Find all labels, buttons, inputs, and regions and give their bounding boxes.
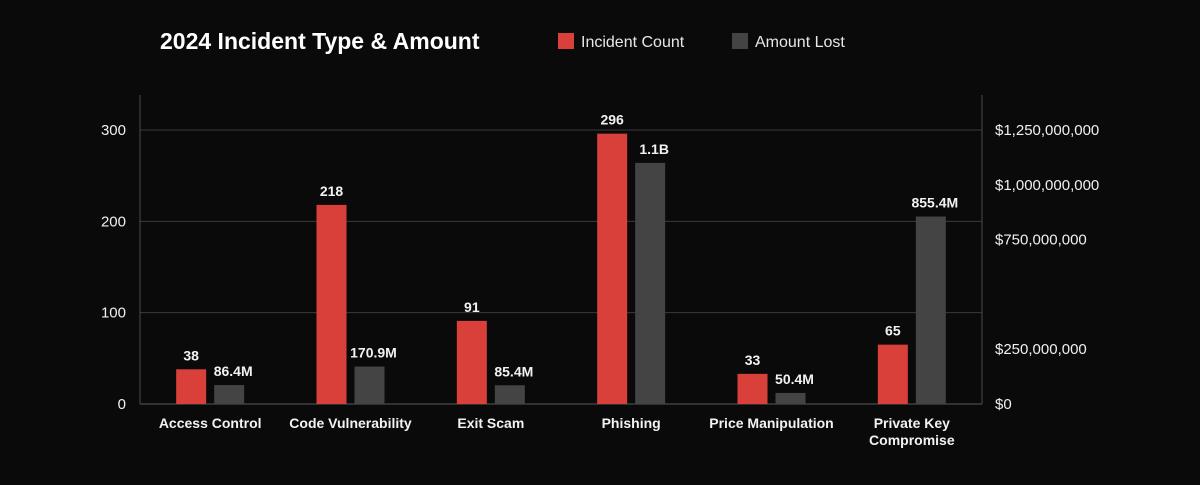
legend-swatch-incident-count <box>558 33 574 49</box>
bars <box>176 133 946 405</box>
bar-incident-count <box>316 204 347 404</box>
y-right-tick-label: $750,000,000 <box>995 232 1087 249</box>
data-label-amount-lost: 85.4M <box>494 363 533 379</box>
bar-incident-count <box>456 320 487 404</box>
legend: Incident Count Amount Lost <box>558 33 845 51</box>
y-right-tick-label: $0 <box>995 396 1012 413</box>
bar-incident-count <box>737 373 768 404</box>
bar-amount-lost <box>775 392 806 404</box>
y-axis-right-ticks: $0 $250,000,000 $750,000,000 $1,000,000,000… <box>995 122 1099 413</box>
bar-incident-count <box>877 344 908 404</box>
y-left-tick-label: 0 <box>118 396 126 413</box>
data-label-incident-count: 296 <box>600 112 624 128</box>
y-left-tick-label: 300 <box>101 122 126 139</box>
data-label-incident-count: 218 <box>320 183 344 199</box>
category-label: Access Control <box>159 415 262 431</box>
data-label-amount-lost: 1.1B <box>639 141 669 157</box>
chart-title: 2024 Incident Type & Amount <box>160 28 480 54</box>
bar-incident-count <box>176 369 207 404</box>
y-axis-left-ticks: 0 100 200 300 <box>101 122 126 413</box>
y-left-tick-label: 200 <box>101 213 126 230</box>
category-label: Private Key Compromise <box>869 415 955 448</box>
data-label-incident-count: 33 <box>745 352 761 368</box>
bar-amount-lost <box>214 385 245 404</box>
y-right-tick-label: $250,000,000 <box>995 341 1087 358</box>
data-label-amount-lost: 855.4M <box>911 194 958 210</box>
data-label-amount-lost: 170.9M <box>350 345 397 361</box>
y-right-tick-label: $1,000,000,000 <box>995 177 1099 194</box>
data-labels: 38 86.4M 218 170.9M 91 85.4M 296 1.1B 33 50.4M 65 8… <box>183 112 958 387</box>
category-label: Phishing <box>602 415 661 431</box>
category-labels: Access Control Code Vulnerability Exit Sca… <box>159 415 955 448</box>
bar-incident-count <box>597 133 628 405</box>
category-label: Code Vulnerability <box>289 415 412 431</box>
bar-amount-lost <box>915 216 946 404</box>
data-label-amount-lost: 86.4M <box>214 363 253 379</box>
y-right-tick-label: $1,250,000,000 <box>995 122 1099 139</box>
legend-label-incident-count: Incident Count <box>581 34 685 51</box>
data-label-incident-count: 65 <box>885 323 901 339</box>
y-left-tick-label: 100 <box>101 305 126 322</box>
legend-swatch-amount-lost <box>732 33 748 49</box>
axes <box>139 95 983 404</box>
bar-amount-lost <box>494 385 525 404</box>
bar-amount-lost <box>354 366 385 404</box>
category-label: Exit Scam <box>457 415 524 431</box>
data-label-incident-count: 91 <box>464 299 480 315</box>
legend-label-amount-lost: Amount Lost <box>755 34 845 51</box>
data-label-incident-count: 38 <box>183 347 199 363</box>
bar-amount-lost <box>635 162 666 404</box>
category-label: Price Manipulation <box>709 415 833 431</box>
gridlines <box>140 129 982 405</box>
data-label-amount-lost: 50.4M <box>775 371 814 387</box>
